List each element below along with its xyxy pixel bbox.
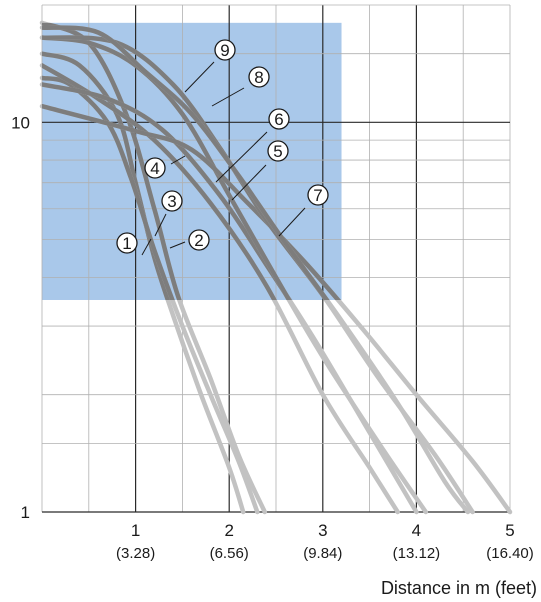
x-tick-sublabel: (16.40) <box>486 545 534 562</box>
x-axis-label: Distance in m (feet) <box>381 578 537 598</box>
annotation-circle <box>307 184 329 206</box>
series-line-6-highlighted <box>42 35 292 300</box>
annotation-circle <box>161 190 183 212</box>
annotation-leader-line <box>170 155 186 165</box>
x-tick-label: 2 <box>224 521 233 540</box>
x-tick-label: 5 <box>505 521 514 540</box>
annotation-circle <box>144 157 166 179</box>
annotation-number: 1 <box>122 234 131 253</box>
annotation-7: 7 <box>278 184 329 237</box>
x-tick-sublabel: (13.12) <box>393 545 441 562</box>
series-line-4-highlighted <box>42 63 277 300</box>
annotation-number: 4 <box>150 159 159 178</box>
annotation-number: 6 <box>274 110 283 129</box>
annotation-circle <box>116 232 138 254</box>
series-line-5-highlighted <box>42 82 293 300</box>
y-tick-label: 1 <box>21 503 30 522</box>
annotation-3: 3 <box>154 190 183 237</box>
annotation-2: 2 <box>169 229 210 251</box>
annotation-leader-line <box>154 213 167 237</box>
x-tick-label: 3 <box>318 521 327 540</box>
annotation-number: 7 <box>313 186 322 205</box>
annotation-circle <box>214 39 236 61</box>
annotation-leader-line <box>215 131 268 183</box>
y-tick-label: 10 <box>11 113 30 132</box>
annotation-leader-line <box>231 164 267 201</box>
annotation-4: 4 <box>144 155 186 179</box>
annotation-leader-line <box>278 207 306 237</box>
annotation-circle <box>248 66 270 88</box>
series-line-8-highlighted <box>42 35 329 300</box>
series-layer <box>39 20 513 515</box>
annotation-leader-line <box>141 238 152 256</box>
series-line-9-highlighted <box>42 25 330 300</box>
x-tick-sublabel: (6.56) <box>210 545 249 562</box>
annotation-circle <box>268 108 290 130</box>
annotation-leader-line <box>169 241 186 249</box>
annotation-circle <box>267 140 289 162</box>
series-line-7-highlighted <box>42 103 342 300</box>
x-tick-sublabel: (3.28) <box>116 545 155 562</box>
x-tick-label: 4 <box>412 521 421 540</box>
annotation-number: 8 <box>254 68 263 87</box>
annotation-number: 5 <box>273 142 282 161</box>
annotation-6: 6 <box>215 108 290 183</box>
series-line-3-highlighted <box>42 75 175 300</box>
series-line-2-highlighted <box>42 22 182 300</box>
annotation-9: 9 <box>184 39 236 93</box>
annotation-number: 9 <box>220 41 229 60</box>
series-line-1-highlighted <box>42 51 171 300</box>
annotation-leader-line <box>184 61 215 93</box>
annotation-1: 1 <box>116 232 152 256</box>
tick-labels: 1 (3.28) 2 (6.56) 3 (9.84) 4 (13.12) 5 (16.40) 1 10 <box>11 113 534 562</box>
annotation-5: 5 <box>231 140 289 201</box>
annotation-number: 2 <box>194 231 203 250</box>
x-tick-sublabel: (9.84) <box>303 545 342 562</box>
annotation-number: 3 <box>167 192 176 211</box>
annotation-leader-line <box>211 87 245 107</box>
series-annotations: 1 2 34 5 6 7 8 9 <box>116 39 329 256</box>
annotation-8: 8 <box>211 66 270 107</box>
x-tick-label: 1 <box>131 521 140 540</box>
annotation-circle <box>188 229 210 251</box>
